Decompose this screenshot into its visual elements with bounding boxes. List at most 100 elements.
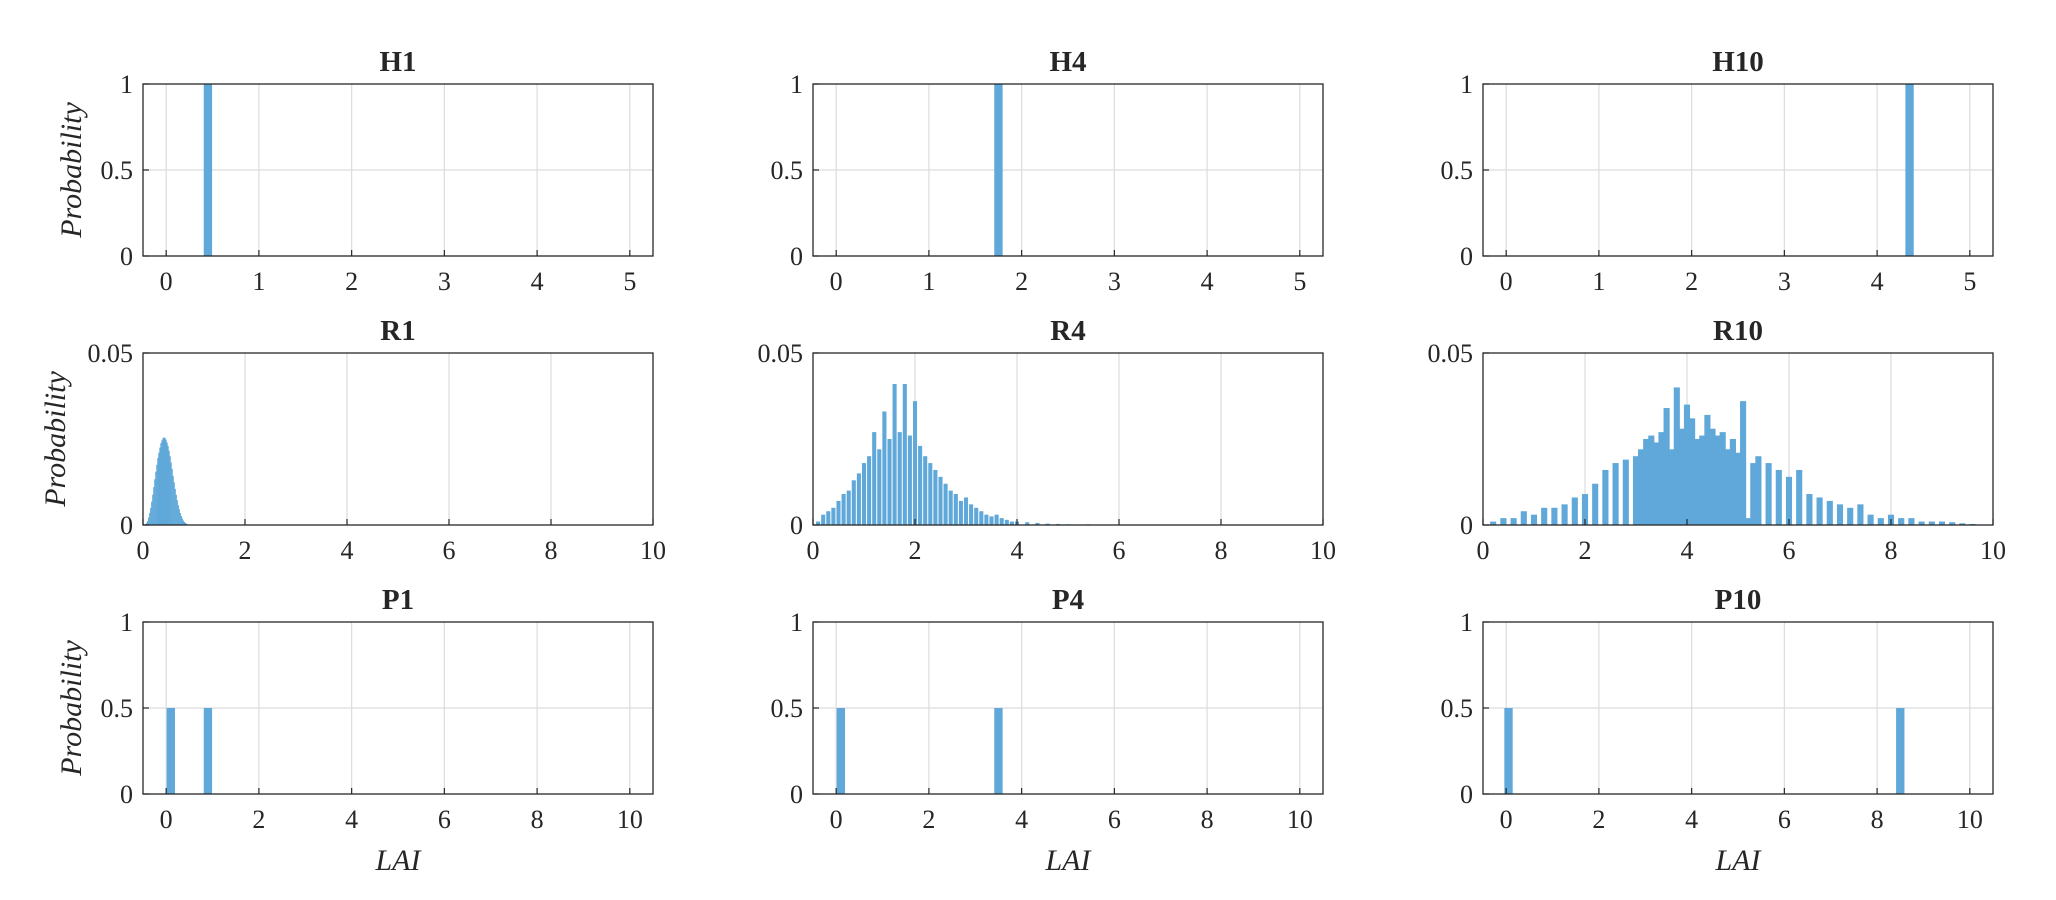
bar	[1490, 521, 1497, 525]
axes-frame	[142, 352, 654, 526]
bar	[1740, 401, 1747, 525]
y-tick-label: 1	[1460, 70, 1473, 99]
bar	[149, 512, 151, 525]
x-tick-label: 5	[623, 267, 636, 296]
x-tick-label: 2	[345, 267, 358, 296]
bar	[994, 708, 1003, 794]
bar	[943, 483, 948, 525]
x-tick-label: 2	[252, 805, 265, 834]
y-axis-label: Probability	[55, 102, 88, 239]
bar	[877, 449, 882, 525]
bar	[1541, 507, 1548, 525]
y-tick-label: 0	[1460, 780, 1473, 809]
y-tick-label: 0	[790, 511, 803, 540]
bar	[1500, 518, 1507, 525]
bar	[1857, 504, 1864, 525]
bar	[907, 435, 912, 525]
subplot-r10: 0 2 4 6 8 10 0 0.05 R10	[1428, 315, 2007, 565]
x-tick-label: 0	[830, 805, 843, 834]
bar	[1750, 463, 1757, 525]
subplot-title: R1	[380, 315, 415, 347]
x-tick-label: 2	[1015, 267, 1028, 296]
bar	[1602, 469, 1609, 525]
bar	[1896, 708, 1905, 794]
subplot-p10: 0 2 4 6 8 10 0 0.5 1 P10 LAI	[1441, 584, 1994, 877]
bar	[953, 494, 958, 525]
x-tick-label: 2	[1592, 805, 1605, 834]
bar	[1683, 404, 1691, 525]
bar	[1025, 522, 1030, 525]
bar	[861, 463, 867, 525]
bar	[979, 511, 984, 525]
y-tick-label: 1	[790, 70, 803, 99]
x-tick-label: 4	[1015, 805, 1028, 834]
bar	[867, 456, 872, 525]
bar	[1520, 511, 1527, 525]
y-tick-label: 0.05	[1428, 339, 1474, 368]
bar	[182, 520, 184, 525]
bar	[948, 490, 953, 525]
bar	[836, 708, 845, 794]
bar	[1663, 408, 1670, 525]
bar	[156, 464, 158, 525]
subplot-title: H4	[1049, 46, 1086, 78]
bar	[969, 504, 974, 525]
bar	[158, 452, 160, 525]
x-tick-label: 4	[341, 536, 354, 565]
bar	[185, 523, 188, 525]
bar	[933, 469, 938, 525]
bar	[928, 463, 933, 525]
subplot-h4: 0 1 2 3 4 5 0 0.5 1 H4	[771, 46, 1324, 296]
bar	[1504, 708, 1513, 794]
bar	[1898, 518, 1905, 525]
y-tick-label: 0	[1460, 511, 1473, 540]
x-tick-label: 3	[438, 267, 451, 296]
x-tick-label: 10	[1957, 805, 1983, 834]
x-tick-label: 8	[1885, 536, 1898, 565]
x-tick-label: 3	[1778, 267, 1791, 296]
bar	[1959, 523, 1966, 525]
x-tick-label: 0	[160, 267, 173, 296]
y-tick-label: 0.05	[88, 339, 134, 368]
bar	[1009, 521, 1014, 525]
subplot-r1: 0 2 4 6 8 10 0 0.05 R1 Probability	[39, 315, 666, 565]
subplot-title: P4	[1052, 584, 1084, 616]
bar	[164, 437, 166, 525]
bar	[923, 456, 928, 525]
y-tick-label: 0	[1460, 242, 1473, 271]
x-tick-label: 8	[531, 805, 544, 834]
bar	[1745, 518, 1752, 525]
bar	[147, 520, 149, 525]
x-tick-label: 4	[1011, 536, 1024, 565]
x-tick-label: 6	[1113, 536, 1126, 565]
y-tick-label: 0.05	[758, 339, 804, 368]
bar	[1643, 439, 1650, 525]
bar	[1785, 476, 1793, 525]
bar	[1673, 387, 1680, 525]
bar	[148, 517, 150, 525]
y-tick-label: 0	[120, 780, 133, 809]
x-tick-label: 0	[830, 267, 843, 296]
bar	[1530, 514, 1538, 525]
plot-area	[143, 353, 653, 525]
bar	[1689, 418, 1696, 525]
subplot-title: R10	[1713, 315, 1763, 347]
bar	[918, 445, 923, 525]
bar	[821, 514, 826, 525]
bar	[1638, 449, 1645, 525]
bar	[167, 445, 169, 525]
bar	[203, 84, 213, 256]
x-tick-label: 0	[1500, 267, 1513, 296]
x-tick-label: 10	[1980, 536, 2006, 565]
x-tick-label: 4	[1685, 805, 1698, 834]
bar	[1658, 432, 1665, 525]
bar	[153, 487, 155, 525]
bar	[154, 479, 156, 525]
x-tick-label: 4	[1201, 267, 1214, 296]
bar	[1908, 518, 1915, 525]
bar	[1571, 497, 1578, 525]
bar	[183, 521, 185, 525]
bar	[963, 497, 969, 525]
bar	[1714, 435, 1721, 525]
